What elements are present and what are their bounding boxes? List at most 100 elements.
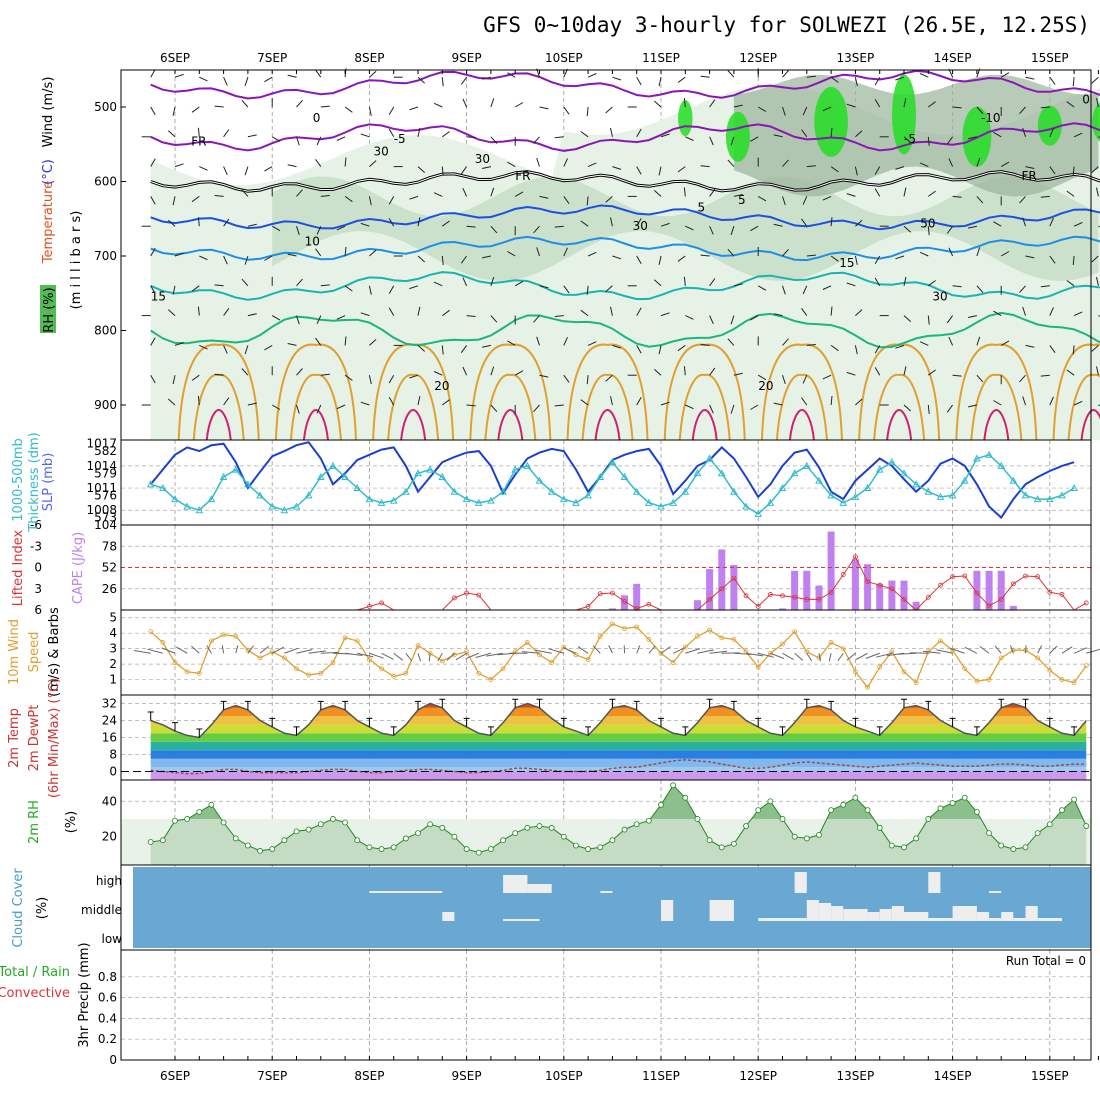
cloud-high-block [795, 872, 807, 893]
cape-bar [694, 600, 701, 610]
rh-2m-point [756, 808, 761, 813]
cape-bar [888, 581, 895, 610]
cloud-middle-block [819, 903, 831, 921]
x-label-bottom: 14SEP [934, 1069, 972, 1083]
y-tick-label: 0.4 [98, 1011, 117, 1025]
rh-2m-point [501, 838, 506, 843]
rh-2m-point [148, 839, 153, 844]
y-tick-label: 0 [109, 1053, 117, 1067]
rh-2m-point [270, 847, 275, 852]
y-tick-label: high [96, 874, 122, 888]
label-wind: Wind (m/s) [41, 77, 56, 148]
cloud-middle-block [1038, 918, 1062, 921]
label-thickness: 1000-500mb [11, 438, 26, 522]
cape-bar [828, 532, 835, 611]
rh-2m-point [938, 806, 943, 811]
rh-2m-point [221, 820, 226, 825]
rh-2m-point [379, 847, 384, 852]
cloud-middle-block [928, 918, 952, 921]
rh-2m-point [950, 801, 955, 806]
cloud-middle-block [868, 912, 880, 921]
label-wind-speed: Speed [27, 632, 42, 673]
rh-2m-point [1059, 808, 1064, 813]
label-temp-minmax: (6hr Min/Max) (°C) [47, 678, 62, 798]
contour-label: 10 [305, 235, 320, 249]
y-tick-label-slp: 1011 [86, 481, 117, 495]
rh-saturated-blob [814, 87, 848, 157]
cloud-middle-block [442, 912, 454, 921]
cape-bar [1010, 606, 1017, 610]
rh-2m-point [768, 799, 773, 804]
rh-2m-point [549, 825, 554, 830]
temp-band [121, 725, 1091, 734]
y-tick-label: 800 [94, 324, 117, 338]
rh-2m-point [695, 816, 700, 821]
temp-band [121, 742, 1091, 751]
cloud-high-block [503, 875, 527, 893]
label-thickness-unit: Thickness (dm) [27, 432, 42, 532]
rh-2m-point [744, 824, 749, 829]
rh-2m-point [841, 802, 846, 807]
rh-2m-point [877, 825, 882, 830]
rh-2m-point [853, 795, 858, 800]
cape-bar [998, 571, 1005, 610]
x-label-bottom: 12SEP [739, 1069, 777, 1083]
x-label-top: 12SEP [739, 51, 777, 65]
rh-2m-point [537, 824, 542, 829]
cape-bar [864, 564, 871, 610]
rh-2m-point [416, 831, 421, 836]
cloud-high-block [600, 891, 612, 893]
contour-label: 0 [1082, 92, 1090, 106]
cape-bar [791, 571, 798, 610]
y-tick-label: 600 [94, 175, 117, 189]
label-cloud-cover: Cloud Cover [11, 868, 26, 948]
cloud-middle-block [880, 909, 892, 921]
rh-2m-point [306, 827, 311, 832]
rh-2m-point [902, 845, 907, 850]
y-tick-label-slp: 1017 [86, 437, 117, 451]
x-label-bottom: 10SEP [545, 1069, 583, 1083]
wind-barb-10m [910, 653, 928, 654]
x-label-top: 15SEP [1031, 51, 1069, 65]
rh-2m-point [173, 818, 178, 823]
rh-2m-point [987, 831, 992, 836]
contour-label: 20 [434, 379, 449, 393]
rh-2m-point [731, 841, 736, 846]
cloud-middle-block [807, 900, 819, 921]
rh-saturated-blob [1038, 106, 1062, 146]
x-label-bottom: 11SEP [642, 1069, 680, 1083]
rh-2m-point [367, 845, 372, 850]
rh-2m-point [816, 832, 821, 837]
contour-label: 50 [920, 217, 935, 231]
y-tick-label: 0.2 [98, 1032, 117, 1046]
rh-2m-point [245, 843, 250, 848]
cloud-background [133, 867, 1091, 948]
cloud-middle-block [758, 918, 807, 921]
contour-label: 30 [475, 152, 490, 166]
cloud-middle-block [989, 918, 1001, 921]
y-tick-label: 24 [102, 714, 117, 728]
contour-label: 15 [839, 256, 854, 270]
y-tick-label: 6 [34, 603, 42, 617]
cloud-high-block [928, 872, 940, 893]
y-tick-label: 20 [102, 830, 117, 844]
rh-2m-point [476, 850, 481, 855]
rh-2m-point [804, 836, 809, 841]
rh-2m-point [573, 843, 578, 848]
cape-bar [913, 602, 920, 610]
contour-label: FR [1021, 169, 1036, 183]
rh-2m-point [1084, 824, 1089, 829]
rh-2m-point [962, 795, 967, 800]
x-label-top: 11SEP [642, 51, 680, 65]
contour-label: 30 [932, 290, 947, 304]
rh-2m-point [1011, 847, 1016, 852]
x-label-top: 7SEP [257, 51, 287, 65]
x-label-top: 10SEP [545, 51, 583, 65]
label-convective: Convective [0, 986, 70, 1001]
y-tick-label: 1 [109, 673, 117, 687]
x-label-bottom: 6SEP [160, 1069, 190, 1083]
y-tick-label: 3 [34, 582, 42, 596]
rh-2m-point [1035, 831, 1040, 836]
y-tick-label: 0 [109, 765, 117, 779]
